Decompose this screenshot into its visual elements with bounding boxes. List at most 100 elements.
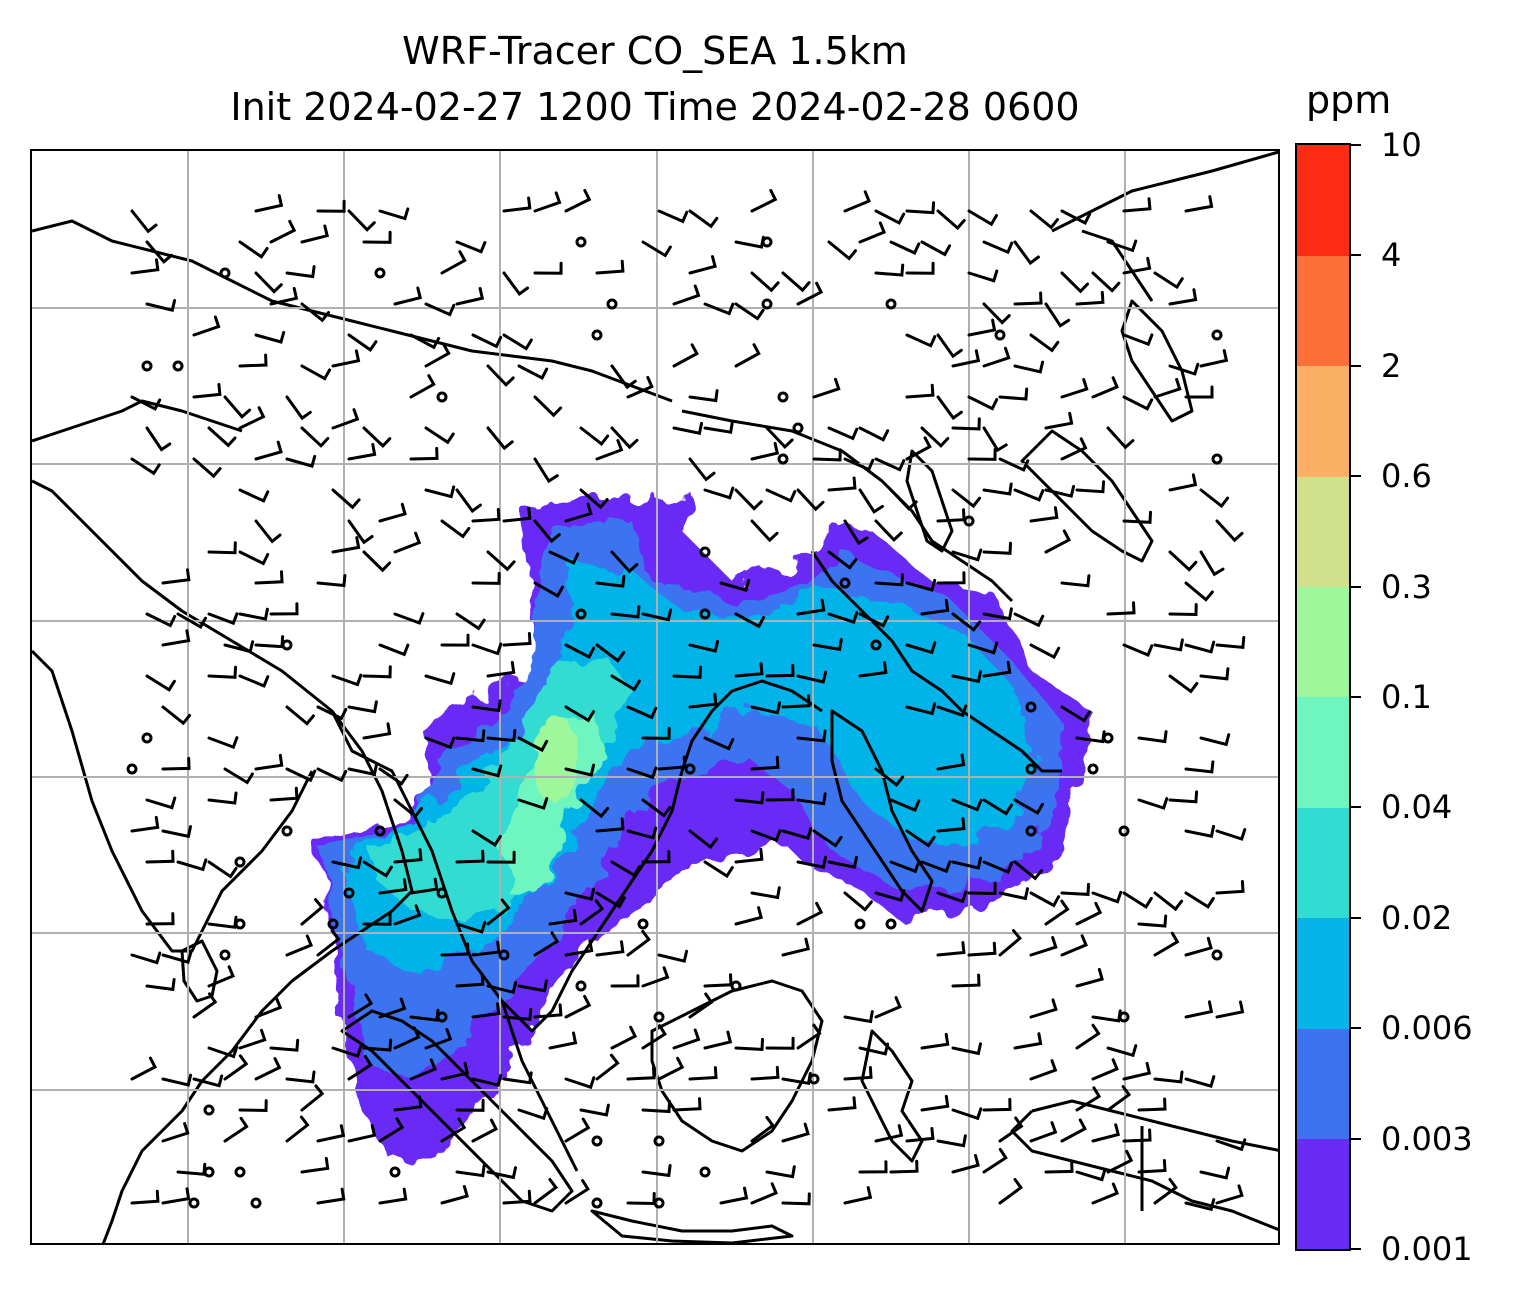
wind-barb	[703, 736, 735, 751]
wind-barb	[285, 1115, 310, 1143]
wind-barb	[393, 1095, 423, 1112]
wind-barb	[455, 1098, 485, 1112]
wind-barb	[703, 973, 733, 988]
wind-barb	[145, 912, 175, 926]
wind-barb	[424, 343, 451, 368]
wind-barb	[1153, 931, 1180, 957]
colorbar-tick-label: 0.02	[1381, 898, 1453, 937]
wind-barb	[269, 602, 299, 616]
wind-barb	[967, 395, 999, 411]
wind-barb	[393, 798, 423, 819]
map-panel	[30, 149, 1280, 1245]
wind-barb	[874, 457, 906, 472]
wind-barb	[548, 550, 580, 565]
calm-wind-marker	[637, 918, 649, 930]
wind-barb	[1075, 480, 1106, 494]
wind-barb	[238, 607, 269, 621]
calm-wind-marker	[234, 1166, 246, 1178]
wind-barb	[610, 605, 641, 619]
wind-barb	[1044, 1159, 1074, 1174]
wind-barb	[362, 550, 392, 573]
wind-barb	[207, 736, 239, 750]
wind-barb	[192, 383, 222, 399]
wind-barb	[471, 1074, 503, 1088]
coastline-india	[32, 479, 414, 1243]
wind-barb	[471, 1002, 501, 1019]
wind-barb	[719, 1186, 749, 1205]
coastline-java	[590, 1209, 794, 1243]
wind-barb	[331, 408, 360, 430]
calm-wind-marker	[1025, 825, 1037, 837]
wind-barb	[192, 1074, 224, 1088]
calm-wind-marker	[188, 1197, 200, 1209]
wind-barb	[533, 191, 562, 213]
wind-barb	[331, 1045, 363, 1058]
wind-barb	[145, 426, 172, 452]
wind-barb	[595, 891, 626, 909]
wind-barb	[1153, 271, 1184, 290]
wind-barb	[378, 502, 407, 523]
wind-barb	[734, 662, 764, 678]
wind-barb	[889, 1159, 919, 1174]
coastline-indian-peninsula	[32, 649, 314, 953]
wind-barb	[672, 284, 701, 306]
wind-barb	[796, 488, 825, 512]
wind-barb	[1029, 998, 1058, 1019]
wind-barb	[440, 633, 470, 647]
wind-barb	[843, 519, 869, 546]
wind-barb	[1106, 1044, 1138, 1058]
wind-barb	[951, 612, 982, 632]
colorbar-tick-label: 0.001	[1381, 1230, 1473, 1268]
wind-barb	[967, 269, 999, 283]
wind-barb	[734, 1037, 764, 1051]
wind-barb	[610, 1025, 638, 1050]
wind-barb	[1184, 1075, 1216, 1089]
wind-barb	[858, 1042, 890, 1056]
wind-barb	[750, 829, 782, 843]
wind-barb	[1215, 636, 1246, 650]
wind-barb	[285, 767, 317, 783]
wind-barb	[316, 574, 347, 588]
wind-barb	[936, 817, 966, 833]
wind-barb	[145, 299, 177, 313]
wind-barb	[889, 488, 918, 511]
calm-wind-marker	[1118, 1011, 1130, 1023]
colorbar-tick	[1351, 1137, 1361, 1140]
wind-barb	[238, 353, 268, 368]
wind-barb	[688, 457, 716, 482]
wind-barb	[285, 934, 314, 957]
wind-barb	[843, 457, 875, 472]
wind-barb	[967, 641, 999, 655]
wind-barb	[905, 641, 937, 655]
wind-barb	[874, 889, 906, 903]
wind-barb	[1029, 643, 1061, 660]
wind-barb	[672, 343, 699, 368]
wind-barb	[176, 1162, 207, 1176]
wind-barb	[1075, 968, 1104, 988]
wind-barb	[920, 860, 952, 874]
wind-barb	[517, 364, 549, 381]
wind-barb	[254, 271, 283, 294]
wind-barb	[409, 877, 439, 895]
wind-barb	[130, 1056, 158, 1081]
wind-barb	[951, 349, 981, 368]
wind-barb	[843, 1066, 873, 1081]
clear-area	[652, 841, 812, 941]
wind-barb	[998, 457, 1030, 472]
calm-wind-marker	[327, 918, 339, 930]
calm-wind-marker	[870, 639, 882, 651]
wind-barb	[331, 349, 361, 368]
calm-wind-marker	[374, 267, 386, 279]
wind-barb	[1199, 349, 1229, 368]
wind-barb	[1075, 901, 1103, 926]
wind-barb	[688, 389, 719, 403]
wind-barb	[951, 488, 982, 509]
wind-barb	[1122, 1128, 1152, 1143]
wind-barb	[1060, 1118, 1087, 1143]
wind-barb	[1153, 1070, 1184, 1084]
wind-barb	[254, 753, 284, 771]
wind-barb	[595, 574, 626, 588]
wind-barb	[1091, 890, 1123, 904]
wind-barb	[905, 829, 936, 848]
wind-barb	[1060, 437, 1088, 461]
